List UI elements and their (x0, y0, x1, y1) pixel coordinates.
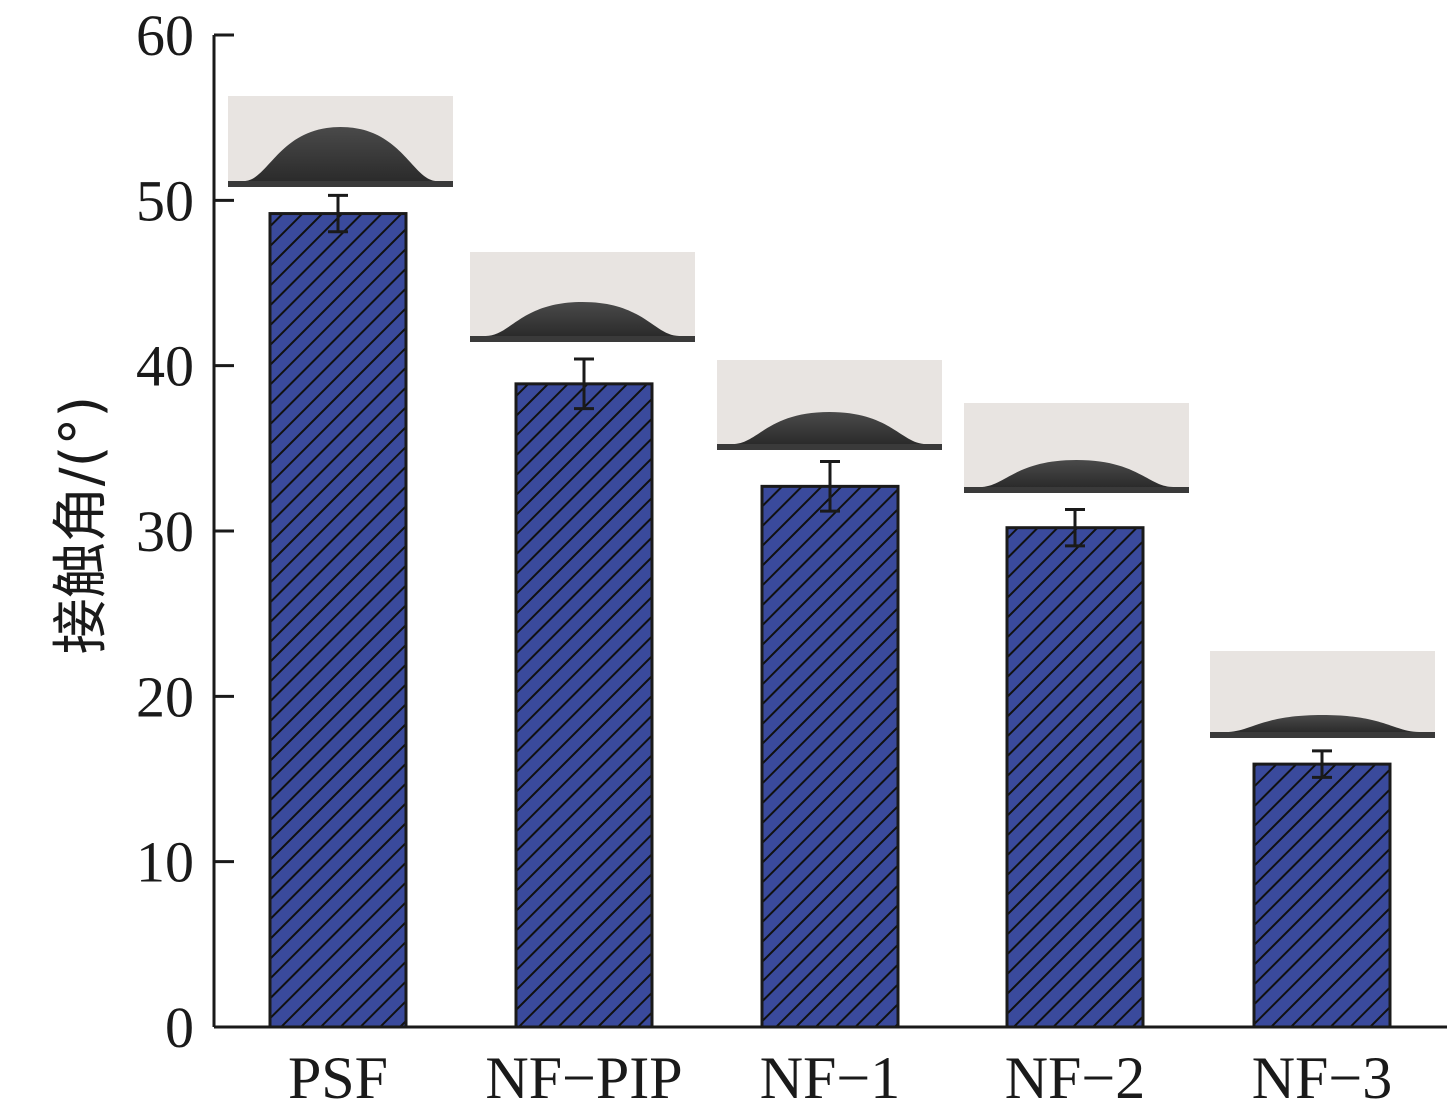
y-tick-label: 20 (136, 664, 194, 729)
droplet-photo-nf-2 (964, 403, 1189, 493)
bar-4 (1005, 526, 1145, 1029)
error-bar-5 (1312, 749, 1332, 779)
y-tick-label: 60 (136, 3, 194, 68)
bar-2 (514, 382, 654, 1029)
y-tick-label: 30 (136, 499, 194, 564)
droplet-photo-nf-3 (1210, 651, 1435, 738)
y-tick-label: 50 (136, 168, 194, 233)
x-tick-label: NF−1 (760, 1045, 901, 1111)
y-tick-label: 0 (165, 995, 194, 1060)
y-tick-label: 10 (136, 830, 194, 895)
droplet-photo-nf-pip (470, 252, 695, 342)
bar-5 (1252, 762, 1392, 1029)
x-tick-label: PSF (288, 1045, 388, 1111)
error-bar-2 (574, 357, 594, 411)
x-tick-label: NF−3 (1252, 1045, 1393, 1111)
labels: 0 10 20 30 40 50 60 接触角/(°) PSF NF−PIP NF−1 NF−2 NF−… (49, 3, 1392, 1111)
droplet-photo-nf-1 (717, 360, 942, 450)
y-axis-label: 接触角/(°) (49, 396, 114, 655)
bar-1 (268, 212, 408, 1029)
bar-3 (760, 484, 900, 1029)
x-tick-label: NF−2 (1005, 1045, 1146, 1111)
x-tick-label: NF−PIP (485, 1045, 682, 1111)
droplet-insets (228, 96, 1435, 738)
error-bar-3 (820, 460, 840, 513)
bars (268, 193, 1392, 1029)
droplet-photo-psf (228, 96, 453, 187)
error-bar-1 (328, 193, 348, 234)
error-bar-4 (1065, 508, 1085, 548)
y-tick-label: 40 (136, 334, 194, 399)
